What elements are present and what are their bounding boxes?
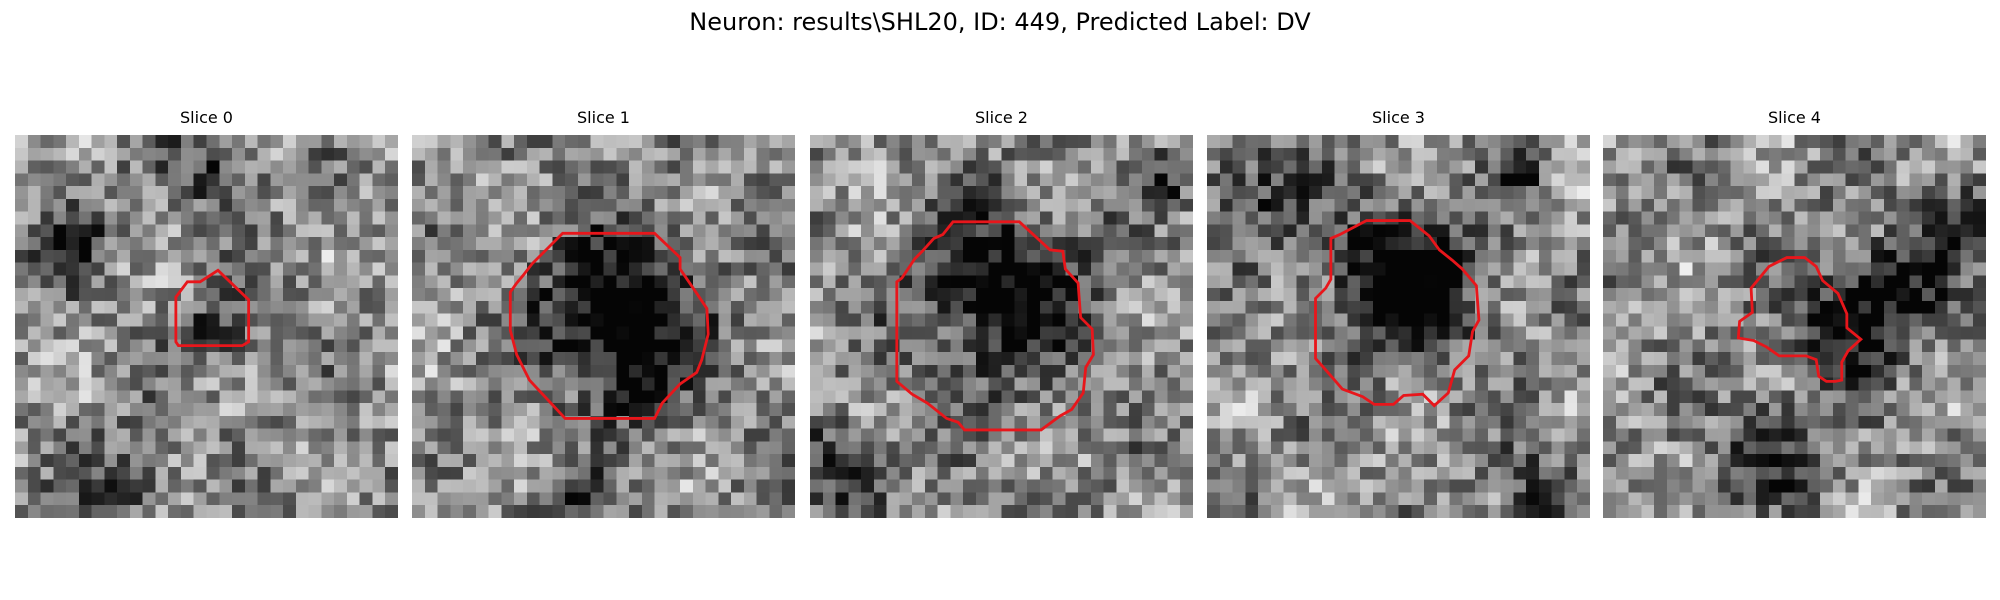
slice-image-3 <box>1207 135 1590 518</box>
slice-title-4: Slice 4 <box>1768 108 1821 127</box>
grayscale-pixels-1 <box>412 135 795 518</box>
slice-panel-2: Slice 2 <box>810 108 1193 520</box>
slice-title-2: Slice 2 <box>975 108 1028 127</box>
grayscale-pixels-0 <box>15 135 398 518</box>
slice-title-0: Slice 0 <box>180 108 233 127</box>
slice-image-2 <box>810 135 1193 518</box>
figure-title: Neuron: results\SHL20, ID: 449, Predicte… <box>689 8 1311 36</box>
grayscale-pixels-2 <box>810 135 1193 518</box>
grayscale-pixels-4 <box>1603 135 1986 518</box>
slice-image-0 <box>15 135 398 518</box>
slice-panel-4: Slice 4 <box>1603 108 1986 520</box>
slice-panel-1: Slice 1 <box>412 108 795 520</box>
segmentation-contour-0 <box>174 268 251 348</box>
segmentation-contour-3 <box>1314 219 1481 408</box>
grayscale-pixels-3 <box>1207 135 1590 518</box>
slice-image-1 <box>412 135 795 518</box>
slice-title-1: Slice 1 <box>577 108 630 127</box>
slice-panel-3: Slice 3 <box>1207 108 1590 520</box>
segmentation-contour-1 <box>508 231 710 420</box>
segmentation-contour-2 <box>895 220 1095 432</box>
slice-panel-0: Slice 0 <box>15 108 398 520</box>
segmentation-contour-4 <box>1736 256 1864 383</box>
slice-title-3: Slice 3 <box>1372 108 1425 127</box>
slice-image-4 <box>1603 135 1986 518</box>
